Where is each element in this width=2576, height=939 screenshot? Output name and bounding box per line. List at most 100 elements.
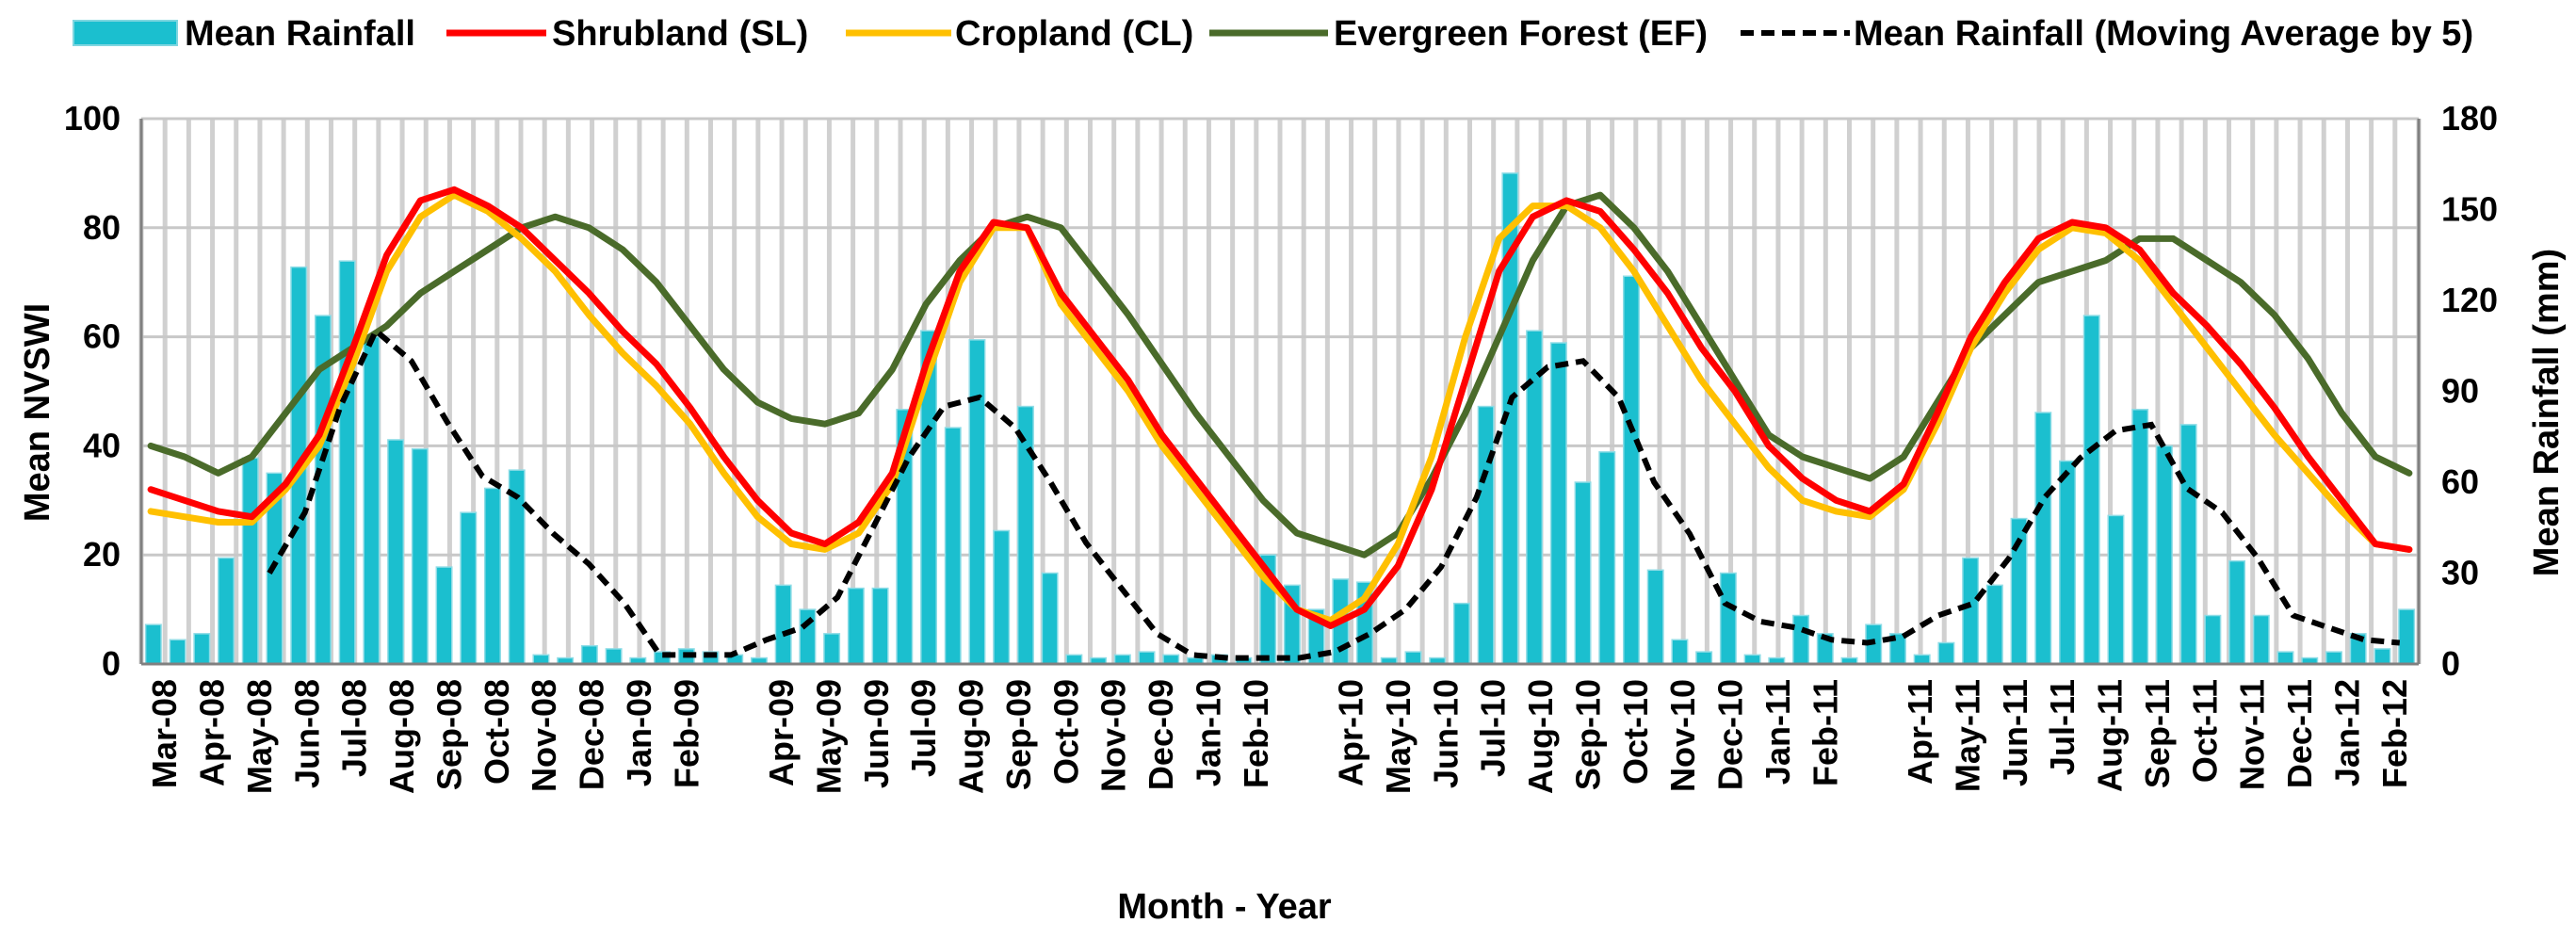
x-tick-label: Aug-08 (382, 679, 421, 794)
legend-item-moving-average: Mean Rainfall (Moving Average by 5) (1741, 14, 2473, 54)
rainfall-bar (1598, 451, 1616, 665)
rainfall-bar (2398, 608, 2416, 665)
x-axis-title: Month - Year (1117, 887, 1332, 927)
x-tick-label: Jan-10 (1189, 679, 1227, 786)
y-right-tick-label: 180 (2441, 99, 2498, 138)
rainfall-bar (1937, 641, 1955, 665)
y-left-tick-label: 0 (102, 644, 121, 683)
rainfall-bar (2204, 614, 2222, 665)
rainfall-bar (2276, 651, 2294, 665)
series-line-evergreen-forest-ef (147, 191, 2413, 559)
x-tick-label: Sep-11 (2138, 679, 2177, 788)
x-tick-label: May-11 (1948, 679, 1986, 792)
y-axis-left-title: Mean NVSWI (18, 303, 57, 522)
x-tick-label: Nov-08 (525, 679, 563, 792)
rainfall-bar (144, 623, 162, 665)
rainfall-bar (1962, 557, 1980, 665)
y-right-tick-label: 150 (2441, 190, 2498, 229)
rainfall-bar (580, 644, 598, 665)
x-tick-label: Apr-10 (1332, 679, 1370, 786)
rainfall-bar (847, 587, 865, 665)
x-tick-label: Dec-11 (2280, 679, 2319, 788)
x-tick-label: Apr-09 (762, 679, 801, 786)
x-tick-label: Aug-09 (952, 679, 991, 794)
rainfall-bar (2325, 651, 2342, 665)
x-tick-label: May-09 (809, 679, 848, 794)
rainfall-bar (2252, 614, 2270, 665)
rainfall-bar (944, 427, 962, 665)
rainfall-bar (1404, 651, 1422, 665)
y-left-tick-label: 80 (83, 208, 121, 247)
x-tick-label: Sep-09 (999, 679, 1038, 790)
x-tick-label: Oct-09 (1046, 679, 1085, 785)
x-tick-label: Jul-11 (2043, 679, 2082, 775)
rainfall-bar (2155, 445, 2173, 665)
rainfall-bar (218, 557, 235, 665)
x-tick-label: Oct-11 (2185, 679, 2224, 783)
rainfall-bar (169, 639, 186, 665)
x-tick-label: Aug-11 (2091, 679, 2130, 792)
x-tick-label: Dec-10 (1711, 679, 1750, 790)
x-tick-label: Dec-08 (573, 679, 611, 790)
x-tick-label: Jan-12 (2327, 679, 2366, 786)
legend-label-shrubland: Shrubland (SL) (552, 14, 808, 54)
x-tick-label: Jun-11 (1996, 679, 2034, 786)
x-tick-label: Feb-09 (667, 679, 705, 788)
x-tick-label: Apr-08 (193, 679, 232, 786)
x-tick-label: May-08 (240, 679, 279, 794)
rainfall-bar (2059, 460, 2076, 665)
rainfall-bar (871, 587, 889, 665)
rainfall-bar (1549, 342, 1567, 665)
x-tick-label: Jan-09 (620, 679, 658, 786)
rainfall-bar (2131, 409, 2149, 665)
y-right-tick-label: 120 (2441, 281, 2498, 319)
rainfall-bar (605, 648, 623, 665)
rainfall-bar (363, 335, 381, 665)
rainfall-bar (968, 339, 986, 665)
rainfall-bar (1138, 651, 1156, 665)
rainfall-bar (435, 566, 453, 665)
legend-label-moving-average: Mean Rainfall (Moving Average by 5) (1854, 14, 2473, 54)
x-tick-label: Nov-09 (1094, 679, 1133, 792)
y-right-tick-label: 0 (2441, 644, 2460, 683)
rainfall-bar (411, 447, 429, 665)
series-line-cropland-cl (147, 191, 2413, 624)
rainfall-bar (799, 608, 817, 665)
x-tick-label: Feb-12 (2375, 679, 2414, 788)
rainfall-bar (241, 457, 259, 665)
rainfall-bar (1985, 584, 2003, 665)
y-right-tick-label: 30 (2441, 554, 2479, 592)
rainfall-bar (1695, 651, 1713, 665)
legend-label-cropland: Cropland (CL) (955, 14, 1193, 54)
x-tick-label: Feb-10 (1237, 679, 1275, 788)
legend-label-evergreen-forest: Evergreen Forest (EF) (1334, 14, 1708, 54)
x-tick-label: Oct-10 (1616, 679, 1655, 785)
rainfall-bar (2082, 315, 2100, 665)
y-axis-right-title: Mean Rainfall (mm) (2527, 249, 2567, 576)
rainfall-bar (1041, 572, 1059, 665)
rainfall-bar (1477, 405, 1495, 665)
legend-item-cropland: Cropland (CL) (846, 14, 1193, 54)
legend-item-shrubland: Shrubland (SL) (446, 14, 808, 54)
rainfall-bar (1646, 569, 1664, 665)
rainfall-bar (823, 633, 841, 665)
series-line-shrubland-sl (147, 186, 2413, 629)
x-tick-label: Sep-10 (1568, 679, 1607, 790)
rainfall-bar (338, 260, 356, 665)
x-tick-label: Nov-11 (2233, 679, 2272, 790)
y-left-tick-label: 60 (83, 317, 121, 356)
rainfall-bar (1623, 275, 1640, 665)
y-left-tick-label: 40 (83, 426, 121, 464)
x-tick-label: Jan-11 (1758, 679, 1797, 785)
plot-area: 0 20 40 60 80 100 0 30 60 90 120 150 180 Mar-08 Apr-08… (64, 99, 2498, 794)
rainfall-bar (993, 529, 1011, 665)
x-tick-label: Nov-10 (1663, 679, 1702, 792)
x-tick-label: Jun-10 (1426, 679, 1465, 788)
y-left-tick-label: 100 (64, 99, 121, 138)
x-tick-label: Oct-08 (478, 679, 516, 785)
x-tick-label: Jun-09 (857, 679, 896, 788)
y-left-tick-label: 20 (83, 535, 121, 574)
legend-item-evergreen-forest: Evergreen Forest (EF) (1209, 14, 1708, 54)
rainfall-bar (2107, 514, 2125, 665)
